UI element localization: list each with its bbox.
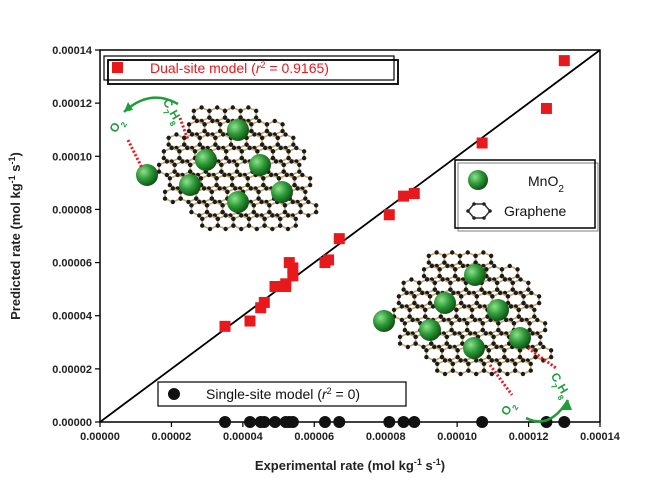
parity-diagonal-line — [99, 49, 601, 423]
mno2-sphere-icon — [249, 154, 271, 176]
y-tick-label: 0.00004 — [52, 311, 93, 323]
single-site-point — [408, 416, 421, 428]
graphene-illustration-lower — [373, 250, 554, 377]
y-tick-label: 0.00000 — [52, 417, 92, 429]
single-site-point — [333, 416, 346, 428]
mno2-sphere-icon — [195, 149, 217, 171]
y-tick-label: 0.00008 — [52, 204, 92, 216]
dual-site-point — [280, 280, 292, 292]
y-tick-label: 0.00006 — [52, 258, 92, 270]
single-site-point — [558, 416, 571, 428]
mno2-sphere-icon — [271, 181, 293, 203]
x-tick-label: 0.00012 — [509, 431, 549, 443]
single-site-point — [397, 416, 410, 428]
dual-site-point — [408, 187, 420, 199]
x-tick-label: 0.00010 — [437, 431, 477, 443]
mno2-sphere-icon — [227, 119, 249, 141]
inset-legend: MnO2 Graphene — [454, 159, 599, 232]
dual-site-point — [287, 262, 299, 274]
mno2-sphere-icon — [468, 170, 488, 190]
dual-site-point — [287, 270, 299, 282]
dual-site-point — [540, 102, 552, 114]
o2-label-lower: O2 — [498, 398, 520, 419]
mno2-sphere-icon — [179, 174, 201, 196]
graphene-hexagon-icon — [466, 202, 492, 220]
dual-site-point — [269, 280, 281, 292]
legend-circle-marker — [168, 388, 180, 400]
dual-site-point — [476, 137, 488, 149]
dual-site-point — [258, 296, 270, 308]
mno2-sphere-icon — [136, 164, 158, 186]
o2-label-upper: O2 — [106, 116, 128, 137]
parity-line — [99, 49, 601, 423]
x-axis-title: Experimental rate (mol kg-1 s-1) — [255, 457, 445, 473]
dual-site-point — [219, 320, 231, 332]
y-tick-label: 0.00012 — [52, 98, 92, 110]
graphene-illustration-upper — [136, 105, 319, 232]
axis-ticks: 0.00000 0.00002 0.00004 0.00006 0.00008 0.000… — [52, 45, 621, 443]
single-site-point — [244, 416, 256, 428]
x-tick-label: 0.00008 — [366, 431, 406, 443]
inset-legend-mno2: MnO2 — [528, 173, 564, 195]
mno2-sphere-icon — [509, 327, 531, 349]
molecule-labels-upper: O2 C7H8 — [106, 96, 190, 169]
single-site-point — [219, 416, 231, 428]
data-points — [219, 55, 571, 428]
legend-square-marker — [112, 62, 123, 73]
dual-site-point — [333, 233, 345, 245]
inset-legend-graphene: Graphene — [504, 203, 566, 219]
y-tick-label: 0.00014 — [52, 45, 93, 57]
y-tick-label: 0.00010 — [52, 151, 92, 163]
x-tick-label: 0.00006 — [294, 431, 334, 443]
legend-single-site: Single-site model (r2 = 0) — [157, 381, 407, 407]
single-site-point — [476, 416, 489, 428]
mno2-sphere-icon — [487, 299, 509, 321]
x-tick-label: 0.00000 — [80, 431, 120, 443]
mno2-sphere-icon — [373, 310, 395, 332]
mno2-sphere-icon — [227, 191, 249, 213]
mno2-sphere-icon — [463, 337, 485, 359]
x-tick-label: 0.00004 — [223, 431, 264, 443]
single-site-point — [383, 416, 396, 428]
mno2-sphere-icon — [419, 319, 441, 341]
y-axis-title: Predicted rate (mol kg-1 s-1) — [7, 152, 23, 320]
mno2-sphere-icon — [464, 264, 486, 286]
single-site-point — [319, 416, 331, 428]
dual-site-point — [383, 209, 395, 221]
legend-single-site-label: Single-site model (r2 = 0) — [206, 386, 360, 402]
dual-site-point — [558, 55, 570, 67]
dual-site-point — [244, 315, 256, 327]
x-tick-label: 0.00002 — [152, 431, 192, 443]
single-site-point — [286, 416, 299, 428]
legend-dual-site: Dual-site model (r2 = 0.9165) — [103, 55, 399, 85]
dual-site-point — [398, 190, 410, 202]
legend-dual-site-label: Dual-site model (r2 = 0.9165) — [150, 60, 329, 76]
y-tick-label: 0.00002 — [52, 364, 92, 376]
x-tick-label: 0.00014 — [580, 431, 621, 443]
mno2-sphere-icon — [434, 292, 456, 314]
dual-site-point — [323, 254, 335, 266]
single-site-point — [269, 416, 281, 428]
single-site-point — [258, 416, 271, 428]
